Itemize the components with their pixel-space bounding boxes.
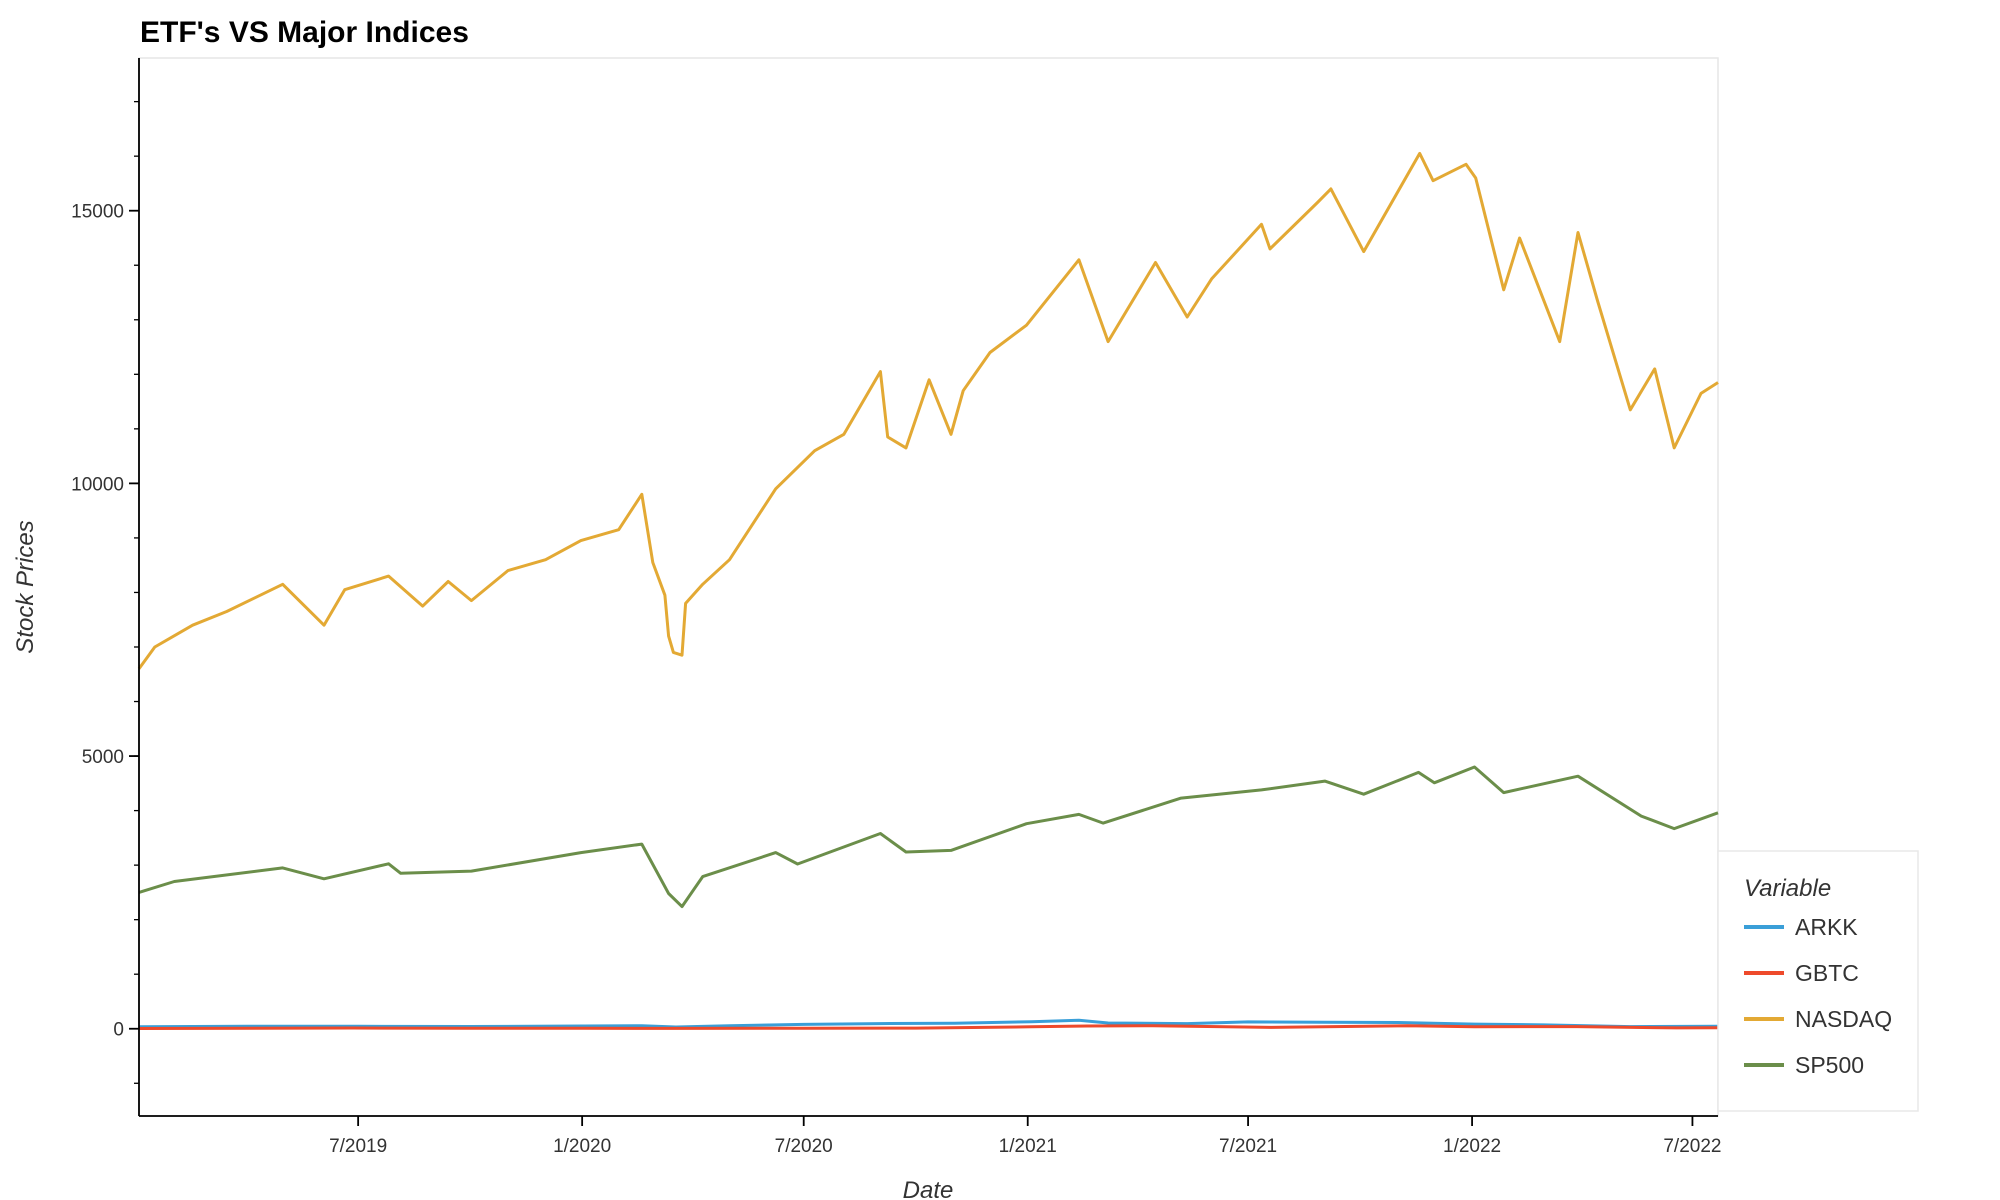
x-tick-label: 7/2021 (1219, 1136, 1277, 1157)
legend-label-arkk: ARKK (1795, 914, 1858, 940)
x-tick-label: 1/2022 (1443, 1136, 1501, 1157)
x-tick-label: 1/2021 (999, 1136, 1057, 1157)
series-layer (137, 151, 1719, 1030)
x-axis-label: Date (903, 1177, 954, 1200)
x-tick-label: 7/2022 (1663, 1136, 1721, 1157)
x-tick-label: 7/2020 (775, 1136, 833, 1157)
legend: Variable ARKK GBTC NASDAQ SP500 (1717, 850, 1919, 1112)
legend-title: Variable (1744, 875, 1831, 902)
series-line-sp500 (138, 765, 1719, 909)
y-tick-label: 10000 (71, 474, 124, 495)
legend-box (1717, 850, 1919, 1112)
series-line-arkk (138, 1018, 1719, 1029)
y-tick-label: 15000 (71, 202, 124, 223)
x-tick-label: 7/2019 (329, 1136, 387, 1157)
x-tick-label: 1/2020 (553, 1136, 611, 1157)
axis-layer: 0 5000 10000 15000 7/2019 1/2020 7/2020 1/2021 7… (71, 58, 1721, 1157)
legend-label-sp500: SP500 (1795, 1052, 1864, 1078)
y-tick-label: 5000 (82, 747, 124, 768)
series-line-nasdaq (137, 151, 1719, 670)
legend-label-gbtc: GBTC (1795, 960, 1859, 986)
plot-frame (138, 57, 1719, 1117)
series-line-gbtc (138, 1024, 1719, 1030)
chart-title: ETF's VS Major Indices (140, 16, 469, 49)
legend-label-nasdaq: NASDAQ (1795, 1006, 1892, 1032)
y-axis-label: Stock Prices (12, 520, 39, 653)
y-tick-label: 0 (113, 1020, 124, 1041)
